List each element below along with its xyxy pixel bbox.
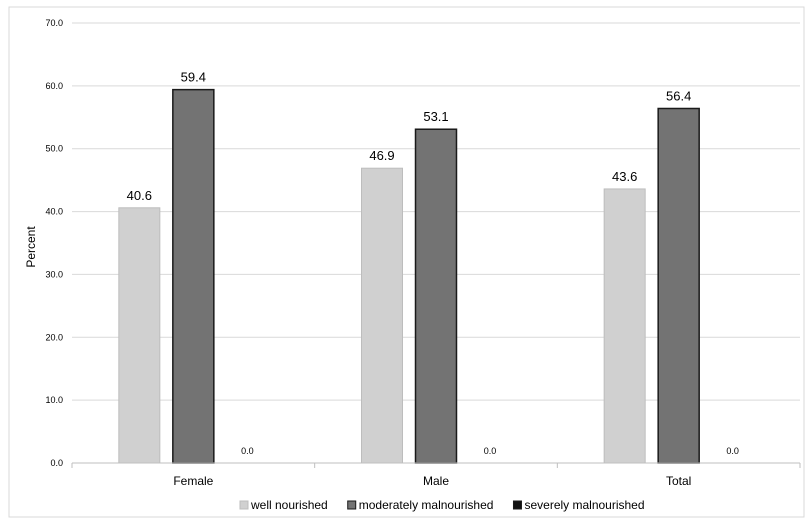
data-label: 56.4	[666, 88, 691, 103]
y-tick-label: 30.0	[45, 269, 63, 279]
data-label: 46.9	[369, 148, 394, 163]
data-label: 53.1	[423, 109, 448, 124]
y-tick-label: 60.0	[45, 81, 63, 91]
x-category-label: Female	[173, 474, 213, 488]
data-label: 0.0	[484, 446, 497, 456]
data-label: 59.4	[181, 70, 206, 85]
bar-moderately-malnourished-total	[657, 107, 700, 464]
x-category-label: Male	[423, 474, 449, 488]
y-tick-label: 10.0	[45, 395, 63, 405]
x-category-label: Total	[666, 474, 691, 488]
bar-well-nourished-female	[118, 207, 161, 464]
legend-swatch	[512, 500, 522, 510]
y-axis-label: Percent	[24, 226, 38, 268]
legend-entry-label: well nourished	[250, 498, 328, 512]
bar-moderately-malnourished-female	[172, 88, 215, 464]
y-tick-label: 20.0	[45, 332, 63, 342]
bar-moderately-malnourished-male	[414, 128, 458, 464]
y-tick-label: 0.0	[50, 458, 63, 468]
y-tick-label: 50.0	[45, 144, 63, 154]
bar-well-nourished-total	[603, 188, 646, 464]
legend-entry-label: severely malnourished	[524, 498, 644, 512]
data-label: 43.6	[612, 169, 637, 184]
legend: well nourished moderately malnourished sev…	[239, 498, 645, 512]
axes: 0.0 10.0 20.0 30.0 40.0 50.0 60.0 70.0 Female Mal…	[45, 18, 801, 488]
data-label: 40.6	[127, 188, 152, 203]
y-tick-label: 70.0	[45, 18, 63, 28]
data-labels: 40.6 59.4 0.0 46.9 53.1 0.0 43.6 56.4 0.0	[127, 70, 739, 456]
legend-swatch	[347, 500, 357, 510]
data-label: 0.0	[726, 446, 739, 456]
bar-well-nourished-male	[361, 167, 403, 464]
legend-entry-label: moderately malnourished	[359, 498, 494, 512]
data-label: 0.0	[241, 446, 254, 456]
bars	[118, 88, 700, 464]
y-tick-label: 40.0	[45, 207, 63, 217]
legend-swatch	[239, 500, 249, 510]
